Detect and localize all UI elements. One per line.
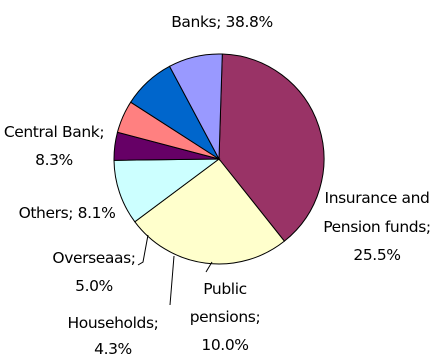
insurance-label-value: 25.5% — [353, 246, 400, 264]
pie-slices — [113, 53, 325, 265]
others-label: Others; 8.1% — [19, 204, 116, 222]
public-label-value: 10.0% — [201, 336, 248, 354]
overseas-leader-line — [137, 234, 149, 266]
insurance-label-line1: Insurance and — [325, 189, 430, 207]
leader-lines — [137, 234, 213, 306]
central-bank-label-line1: Central Bank; — [4, 123, 104, 141]
overseas-label-line1: Overseaas; — [52, 249, 135, 267]
data-labels: Banks; 38.8% Insurance and Pension funds… — [4, 13, 431, 358]
public-label-line1: Public — [203, 280, 246, 298]
pie-slice-banks — [218, 53, 325, 242]
public-leader-line — [205, 261, 213, 273]
insurance-label-line2: Pension funds; — [323, 218, 430, 236]
households-leader-line — [169, 255, 175, 306]
households-label-value: 4.3% — [94, 340, 132, 358]
central-bank-label-value: 8.3% — [35, 151, 73, 169]
households-label-line1: Households; — [68, 314, 159, 332]
banks-label: Banks; 38.8% — [171, 13, 273, 31]
overseas-label-value: 5.0% — [75, 277, 113, 295]
pie-slice-insurance-and-pension-funds — [134, 158, 286, 265]
pie-slice-central-bank — [168, 53, 223, 161]
public-label-line2: pensions; — [190, 308, 261, 326]
